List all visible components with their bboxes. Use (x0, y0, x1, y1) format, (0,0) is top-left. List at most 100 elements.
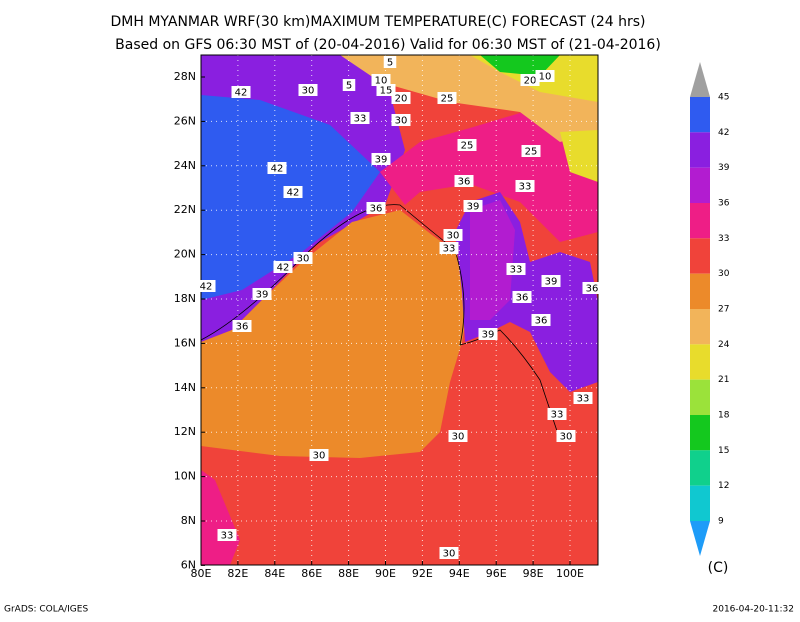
lat-label: 12N (174, 425, 196, 438)
contour-label-box (273, 261, 293, 273)
lon-label: 88E (338, 567, 359, 580)
contour-label-box (448, 430, 468, 442)
footer-right: 2016-04-20-11:32 (713, 605, 795, 615)
contour-label-box (371, 153, 391, 165)
contour-label: 30 (452, 432, 465, 443)
contour-label: 42 (287, 188, 300, 199)
plot-frame (200, 54, 599, 566)
colorbar-block (690, 238, 710, 274)
contour-label-box (457, 139, 477, 151)
contour-label: 42 (235, 88, 248, 99)
contour-label-box (478, 328, 498, 340)
contour-label: 33 (577, 394, 590, 405)
colorbar-unit: (C) (708, 560, 729, 576)
contour-label: 20 (524, 76, 537, 87)
contour-label-box (531, 314, 551, 326)
contour-label: 10 (539, 72, 552, 83)
lat-label: 22N (174, 203, 196, 216)
contour-label: 42 (277, 263, 290, 274)
lon-label: 96E (486, 567, 507, 580)
colorbar-block (690, 309, 710, 345)
contour-label: 36 (370, 204, 383, 215)
colorbar-block (690, 379, 710, 415)
contour-label-box (454, 175, 474, 187)
colorbar-label: 21 (718, 375, 729, 385)
lat-label: 6N (181, 558, 196, 571)
contour-label-box (293, 252, 313, 264)
lat-label: 28N (174, 70, 196, 83)
contour-label-box (267, 162, 287, 174)
colorbar-block (690, 415, 710, 451)
colorbar-label: 39 (718, 163, 730, 173)
contour-label: 25 (441, 94, 454, 105)
contour-label-box (512, 291, 532, 303)
contour-label-box (298, 84, 318, 96)
lat-label: 18N (174, 292, 196, 305)
contour-label: 5 (346, 81, 352, 92)
contour-label-box (217, 529, 237, 541)
subtitle: Based on GFS 06:30 MST of (20-04-2016) V… (115, 37, 661, 53)
contour-label-box (283, 186, 303, 198)
colorbar-label: 30 (718, 269, 730, 279)
contour-label: 39 (467, 202, 480, 213)
contour-label: 36 (516, 293, 529, 304)
contour-label: 30 (443, 549, 456, 560)
lon-label: 92E (412, 567, 433, 580)
lon-label: 84E (264, 567, 285, 580)
contour-label-box (252, 288, 272, 300)
contour-label-box (350, 112, 370, 124)
contour-label: 25 (461, 141, 474, 152)
lat-label: 14N (174, 381, 196, 394)
colorbar-label: 33 (718, 234, 729, 244)
colorbar-block (690, 203, 710, 239)
contour-label: 33 (221, 531, 234, 542)
footer-left: GrADS: COLA/IGES (4, 605, 88, 615)
colorbar-label: 36 (718, 199, 730, 209)
colorbar-label: 42 (718, 128, 729, 138)
contour-label: 36 (458, 177, 471, 188)
contour-label: 39 (375, 155, 388, 166)
colorbar-block (690, 344, 710, 380)
colorbar-label: 45 (718, 93, 729, 103)
contour-label-box (439, 547, 459, 559)
contour-label-box (547, 408, 567, 420)
contour-label-box (366, 202, 386, 214)
contour-label: 33 (510, 265, 523, 276)
contour-label: 30 (302, 86, 315, 97)
graticule (201, 55, 598, 565)
colorbar-label: 15 (718, 446, 729, 456)
contour-label: 42 (200, 282, 213, 293)
lon-label: 98E (523, 567, 544, 580)
colorbar-label: 24 (718, 340, 730, 350)
lat-label: 24N (174, 159, 196, 172)
colorbar-label: 27 (718, 305, 729, 315)
contour-label: 25 (525, 147, 538, 158)
title: DMH MYANMAR WRF(30 km)MAXIMUM TEMPERATUR… (111, 14, 646, 30)
lat-label: 8N (181, 514, 196, 527)
contour-label-box (535, 70, 555, 82)
contour-label-box (515, 180, 535, 192)
colorbar-block (690, 485, 710, 521)
contour-label: 15 (380, 86, 393, 97)
colorbar-block (690, 132, 710, 168)
contour-label-box (391, 114, 411, 126)
colorbar-block (690, 450, 710, 486)
contour-label-box (521, 145, 541, 157)
contour-label: 30 (395, 116, 408, 127)
contour-label-box (232, 320, 252, 332)
lon-label: 90E (375, 567, 396, 580)
lon-label: 82E (227, 567, 248, 580)
contour-label: 33 (443, 244, 456, 255)
contour-label: 36 (586, 284, 599, 295)
lat-label: 10N (174, 470, 196, 483)
contour-label-box (391, 92, 411, 104)
contour-label-box (196, 280, 216, 292)
colorbar-label: 12 (718, 481, 729, 491)
contour-label-box (556, 430, 576, 442)
colorbar: 45 42 39 36 33 30 27 24 21 18 15 12 9 (C) (690, 62, 730, 576)
lon-label: 100E (556, 567, 584, 580)
contour-label-box (376, 84, 396, 96)
lat-label: 20N (174, 248, 196, 261)
